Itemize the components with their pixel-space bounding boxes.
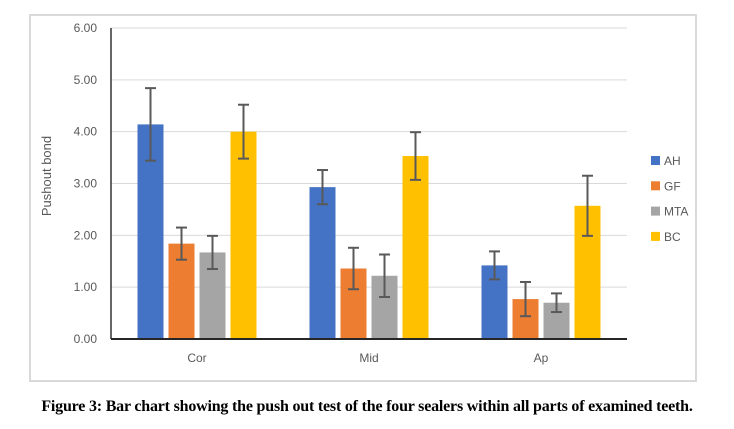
- x-category-label: Ap: [534, 351, 549, 365]
- y-tick-label: 6.00: [74, 21, 98, 35]
- y-tick-label: 2.00: [74, 228, 98, 242]
- legend-swatch-GF: [651, 181, 660, 191]
- legend-swatch-MTA: [651, 206, 660, 216]
- legend-label-GF: GF: [664, 179, 681, 193]
- figure-caption: Figure 3: Bar chart showing the push out…: [41, 398, 693, 415]
- bar-AH-Mid: [309, 187, 336, 339]
- bar-BC-Mid: [402, 156, 429, 339]
- legend-swatch-AH: [651, 156, 660, 165]
- y-tick-label: 4.00: [74, 125, 98, 139]
- bar-BC-Cor: [230, 131, 257, 339]
- y-tick-label: 0.00: [74, 332, 98, 346]
- x-category-label: Cor: [187, 351, 206, 365]
- legend-label-MTA: MTA: [664, 205, 688, 219]
- legend-label-AH: AH: [664, 154, 681, 168]
- x-category-label: Mid: [359, 351, 378, 365]
- y-tick-label: 1.00: [74, 280, 98, 294]
- legend-label-BC: BC: [664, 230, 681, 244]
- y-tick-label: 3.00: [74, 177, 98, 191]
- y-axis-title: Pushout bond: [39, 136, 54, 216]
- legend-swatch-BC: [651, 231, 660, 241]
- y-tick-label: 5.00: [74, 73, 98, 87]
